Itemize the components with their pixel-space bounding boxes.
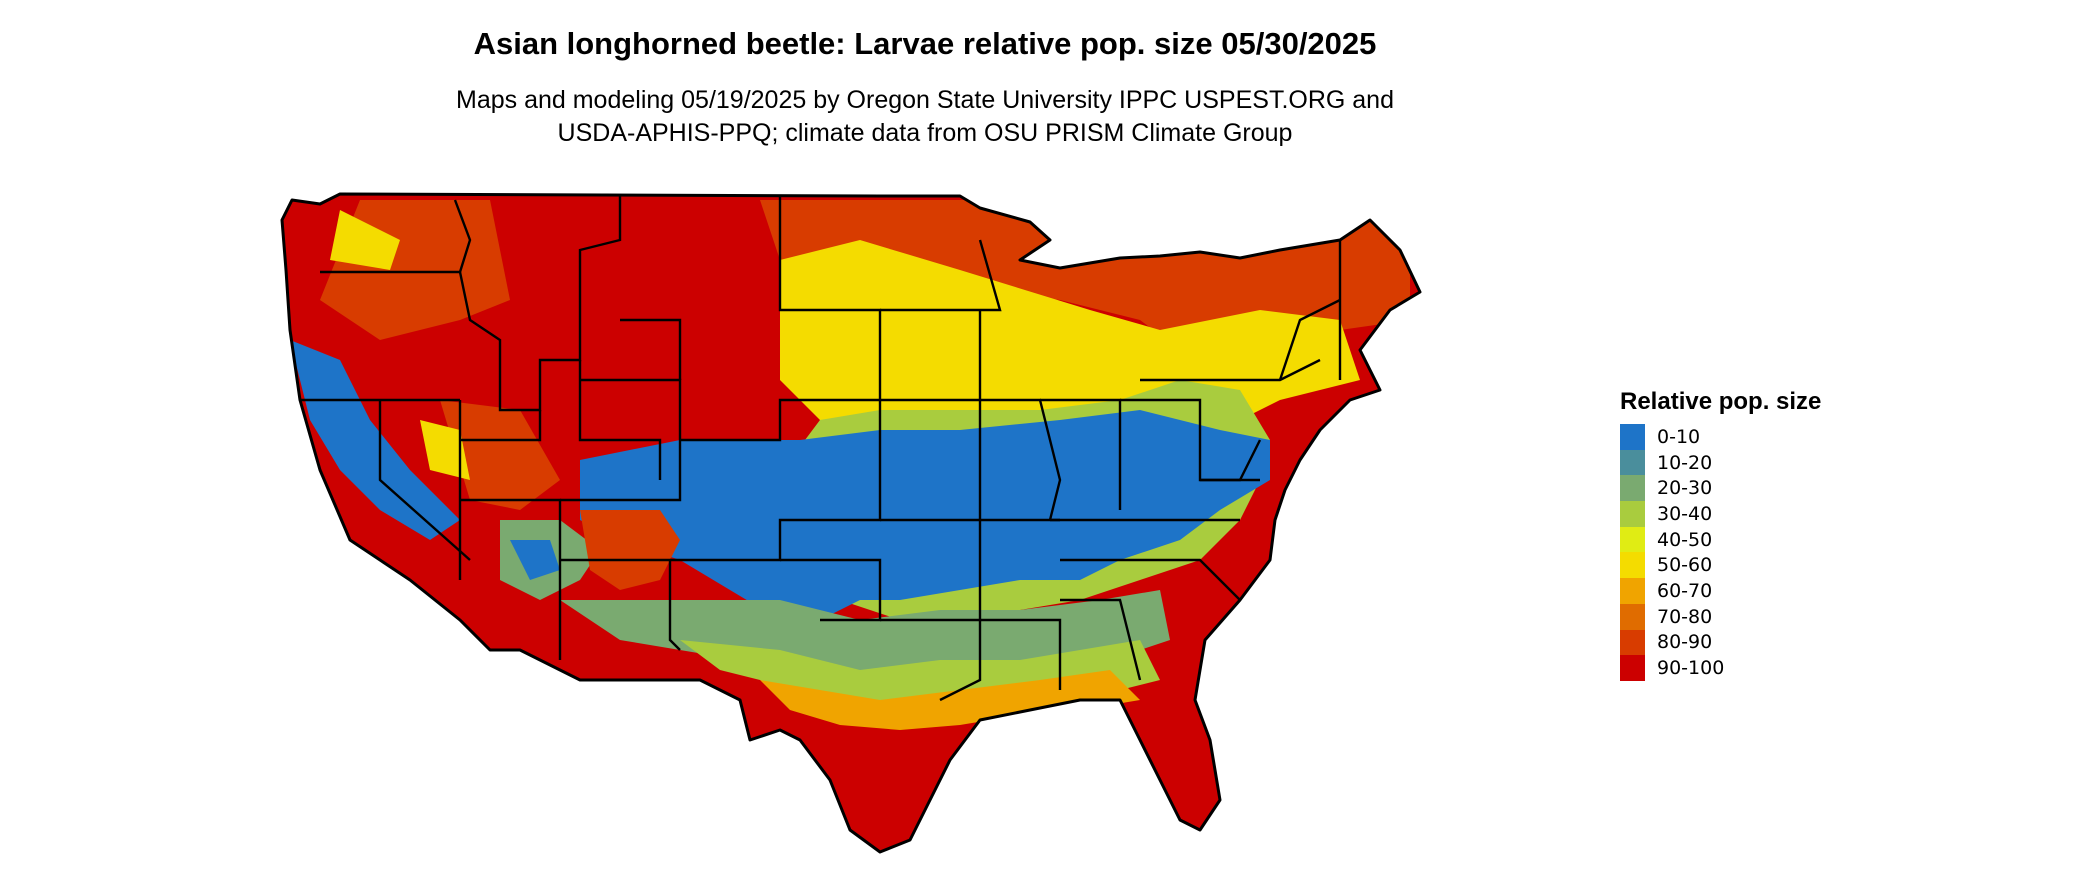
legend: Relative pop. size 0-10 10-20 20-30 30-4… xyxy=(1620,388,1821,681)
us-outline xyxy=(280,192,1422,854)
legend-item: 30-40 xyxy=(1620,501,1821,527)
subtitle-line-2: USDA-APHIS-PPQ; climate data from OSU PR… xyxy=(557,119,1293,147)
legend-label: 0-10 xyxy=(1657,425,1701,448)
legend-swatch xyxy=(1620,449,1645,476)
legend-swatch xyxy=(1620,578,1645,604)
legend-item: 70-80 xyxy=(1620,603,1821,630)
legend-swatch xyxy=(1620,603,1645,630)
legend-swatch xyxy=(1620,552,1645,579)
legend-label: 70-80 xyxy=(1657,605,1713,628)
legend-swatch xyxy=(1620,475,1645,502)
legend-item: 80-90 xyxy=(1620,629,1821,656)
legend-title: Relative pop. size xyxy=(1620,388,1822,415)
legend-label: 60-70 xyxy=(1657,579,1713,602)
us-map xyxy=(280,192,1422,854)
legend-item: 0-10 xyxy=(1620,424,1821,450)
legend-label: 40-50 xyxy=(1657,528,1713,551)
map-subtitle: Maps and modeling 05/19/2025 by Oregon S… xyxy=(0,84,1850,150)
legend-swatch xyxy=(1620,526,1645,553)
legend-item: 40-50 xyxy=(1620,526,1821,553)
legend-swatch xyxy=(1620,655,1645,681)
legend-label: 20-30 xyxy=(1657,477,1713,500)
legend-label: 50-60 xyxy=(1657,554,1713,577)
legend-swatch xyxy=(1620,629,1645,656)
legend-item: 20-30 xyxy=(1620,475,1821,502)
legend-swatch xyxy=(1620,424,1645,450)
legend-swatch xyxy=(1620,501,1645,527)
legend-item: 90-100 xyxy=(1620,655,1821,681)
subtitle-line-1: Maps and modeling 05/19/2025 by Oregon S… xyxy=(456,86,1394,114)
map-title: Asian longhorned beetle: Larvae relative… xyxy=(473,26,1377,61)
legend-item: 60-70 xyxy=(1620,578,1821,604)
legend-label: 10-20 xyxy=(1657,451,1713,474)
legend-item: 50-60 xyxy=(1620,552,1821,579)
legend-item: 10-20 xyxy=(1620,449,1821,476)
legend-label: 80-90 xyxy=(1657,631,1713,654)
legend-items: 0-10 10-20 20-30 30-40 40-50 50-60 60-70 xyxy=(1620,424,1821,681)
legend-label: 30-40 xyxy=(1657,502,1713,525)
legend-label: 90-100 xyxy=(1657,657,1725,680)
state-borders xyxy=(300,196,1342,702)
